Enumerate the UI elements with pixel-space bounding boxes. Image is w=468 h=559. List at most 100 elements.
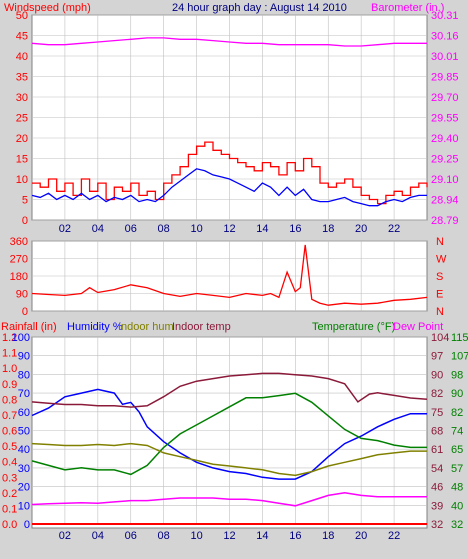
rain-tick-label: 0.6 <box>2 426 17 438</box>
humidity-tick-label: 10 <box>18 500 30 512</box>
wind-tick-label: 5 <box>22 195 28 207</box>
humidity-tick-label: 30 <box>18 463 30 475</box>
hour-tick-label: 06 <box>125 223 137 235</box>
series-indoor-hum <box>31 442 427 477</box>
series-barometer-in <box>31 37 427 47</box>
compass-tick-label: N <box>436 306 444 318</box>
temperature-tick-label: 75 <box>431 407 443 419</box>
dewpoint-tick-label: 40 <box>451 500 463 512</box>
windspeed-title: Windspeed (mph) <box>4 2 91 14</box>
dewpoint-tick-label: 65 <box>451 444 463 456</box>
series-wind-direction <box>31 244 428 306</box>
hour-tick-label: 02 <box>59 223 71 235</box>
dewpoint-tick-label: 32 <box>451 519 463 531</box>
rain-tick-label: 0.4 <box>2 457 17 469</box>
legend-rainfall: Rainfall (in) <box>1 321 57 333</box>
baro-tick-label: 28.94 <box>431 195 459 207</box>
compass-tick-label: N <box>436 236 444 248</box>
hour-tick-label: 22 <box>388 223 400 235</box>
baro-tick-label: 29.70 <box>431 92 459 104</box>
hour-tick-label: 12 <box>223 223 235 235</box>
compass-tick-label: S <box>436 271 443 283</box>
direction-tick-label: 270 <box>10 254 28 266</box>
baro-tick-label: 29.85 <box>431 72 459 84</box>
hour-tick-label: 20 <box>355 530 367 542</box>
hour-tick-label: 04 <box>92 223 104 235</box>
hour-tick-label: 10 <box>190 223 202 235</box>
hour-tick-label: 12 <box>223 530 235 542</box>
rain-tick-label: 1.1 <box>2 348 17 360</box>
dewpoint-tick-label: 57 <box>451 463 463 475</box>
temperature-tick-label: 82 <box>431 388 443 400</box>
hour-tick-label: 20 <box>355 223 367 235</box>
rain-tick-label: 1.0 <box>2 363 17 375</box>
direction-tick-label: 90 <box>16 289 28 301</box>
temperature-tick-label: 54 <box>431 463 443 475</box>
wind-tick-label: 30 <box>16 92 28 104</box>
compass-tick-label: W <box>436 254 447 266</box>
baro-tick-label: 30.01 <box>431 51 459 63</box>
humidity-tick-label: 70 <box>18 388 30 400</box>
hour-tick-label: 02 <box>59 530 71 542</box>
hour-tick-label: 18 <box>322 223 334 235</box>
baro-tick-label: 29.40 <box>431 133 459 145</box>
wind-baro-panel: 0 5 10 15 20 25 30 35 40 45 50 28.79 28.94 29.10 29.25… <box>16 10 459 235</box>
rain-tick-label: 0.2 <box>2 488 17 500</box>
baro-tick-label: 29.55 <box>431 113 459 125</box>
hour-tick-label: 16 <box>289 223 301 235</box>
legend-indoor-hum: Indoor hum <box>118 321 174 333</box>
rain-tick-label: 0.0 <box>2 519 17 531</box>
humidity-tick-label: 80 <box>18 369 30 381</box>
hour-tick-label: 16 <box>289 530 301 542</box>
humidity-tick-label: 40 <box>18 444 30 456</box>
humidity-tick-label: 100 <box>12 332 30 344</box>
humidity-tick-label: 0 <box>24 519 30 531</box>
legend-temperature: Temperature (°F) <box>312 321 395 333</box>
legend-dew-point: Dew Point <box>393 321 443 333</box>
temperature-tick-label: 46 <box>431 482 443 494</box>
rain-tick-label: 0.7 <box>2 410 17 422</box>
dewpoint-tick-label: 98 <box>451 369 463 381</box>
hour-tick-label: 14 <box>256 530 268 542</box>
series-windspeed-mph <box>32 141 428 205</box>
graph-title: 24 hour graph day : August 14 2010 <box>172 2 347 14</box>
series-temperature-f <box>31 492 427 507</box>
direction-tick-label: 360 <box>10 236 28 248</box>
wind-tick-label: 40 <box>16 51 28 63</box>
rain-tick-label: 0.8 <box>2 394 17 406</box>
wind-tick-label: 20 <box>16 133 28 145</box>
wind-tick-label: 35 <box>16 72 28 84</box>
wind-tick-label: 10 <box>16 174 28 186</box>
hour-tick-label: 18 <box>322 530 334 542</box>
dewpoint-tick-label: 48 <box>451 482 463 494</box>
wind-tick-label: 45 <box>16 31 28 43</box>
hour-tick-label: 08 <box>158 530 170 542</box>
temperature-tick-label: 61 <box>431 444 443 456</box>
dewpoint-tick-label: 82 <box>451 407 463 419</box>
temp-humidity-panel: 0.0 0.1 0.2 0.3 0.4 0.5 0.6 0.7 0.8 0.9 1.0 1.1 1.2 0… <box>2 332 468 542</box>
rain-tick-label: 0.9 <box>2 379 17 391</box>
temperature-tick-label: 90 <box>431 369 443 381</box>
series-humidity <box>31 388 427 480</box>
legend-indoor-temp: Indoor temp <box>172 321 231 333</box>
humidity-tick-label: 20 <box>18 482 30 494</box>
wind-tick-label: 0 <box>22 215 28 227</box>
wind-tick-label: 25 <box>16 113 28 125</box>
humidity-tick-label: 90 <box>18 351 30 363</box>
wind-tick-label: 15 <box>16 154 28 166</box>
legend-humidity: Humidity % <box>67 321 123 333</box>
rain-tick-label: 0.5 <box>2 441 17 453</box>
humidity-tick-label: 50 <box>18 426 30 438</box>
baro-tick-label: 30.16 <box>431 31 459 43</box>
temperature-tick-label: 68 <box>431 426 443 438</box>
rain-tick-label: 0.1 <box>2 503 17 515</box>
temperature-tick-label: 104 <box>431 332 449 344</box>
barometer-title: Barometer (in.) <box>371 2 444 14</box>
temperature-tick-label: 97 <box>431 351 443 363</box>
series-windspeed-avg <box>31 168 427 207</box>
dewpoint-tick-label: 107 <box>451 351 468 363</box>
dewpoint-tick-label: 74 <box>451 426 463 438</box>
hour-tick-label: 10 <box>190 530 202 542</box>
wind-tick-label: 50 <box>16 10 28 22</box>
